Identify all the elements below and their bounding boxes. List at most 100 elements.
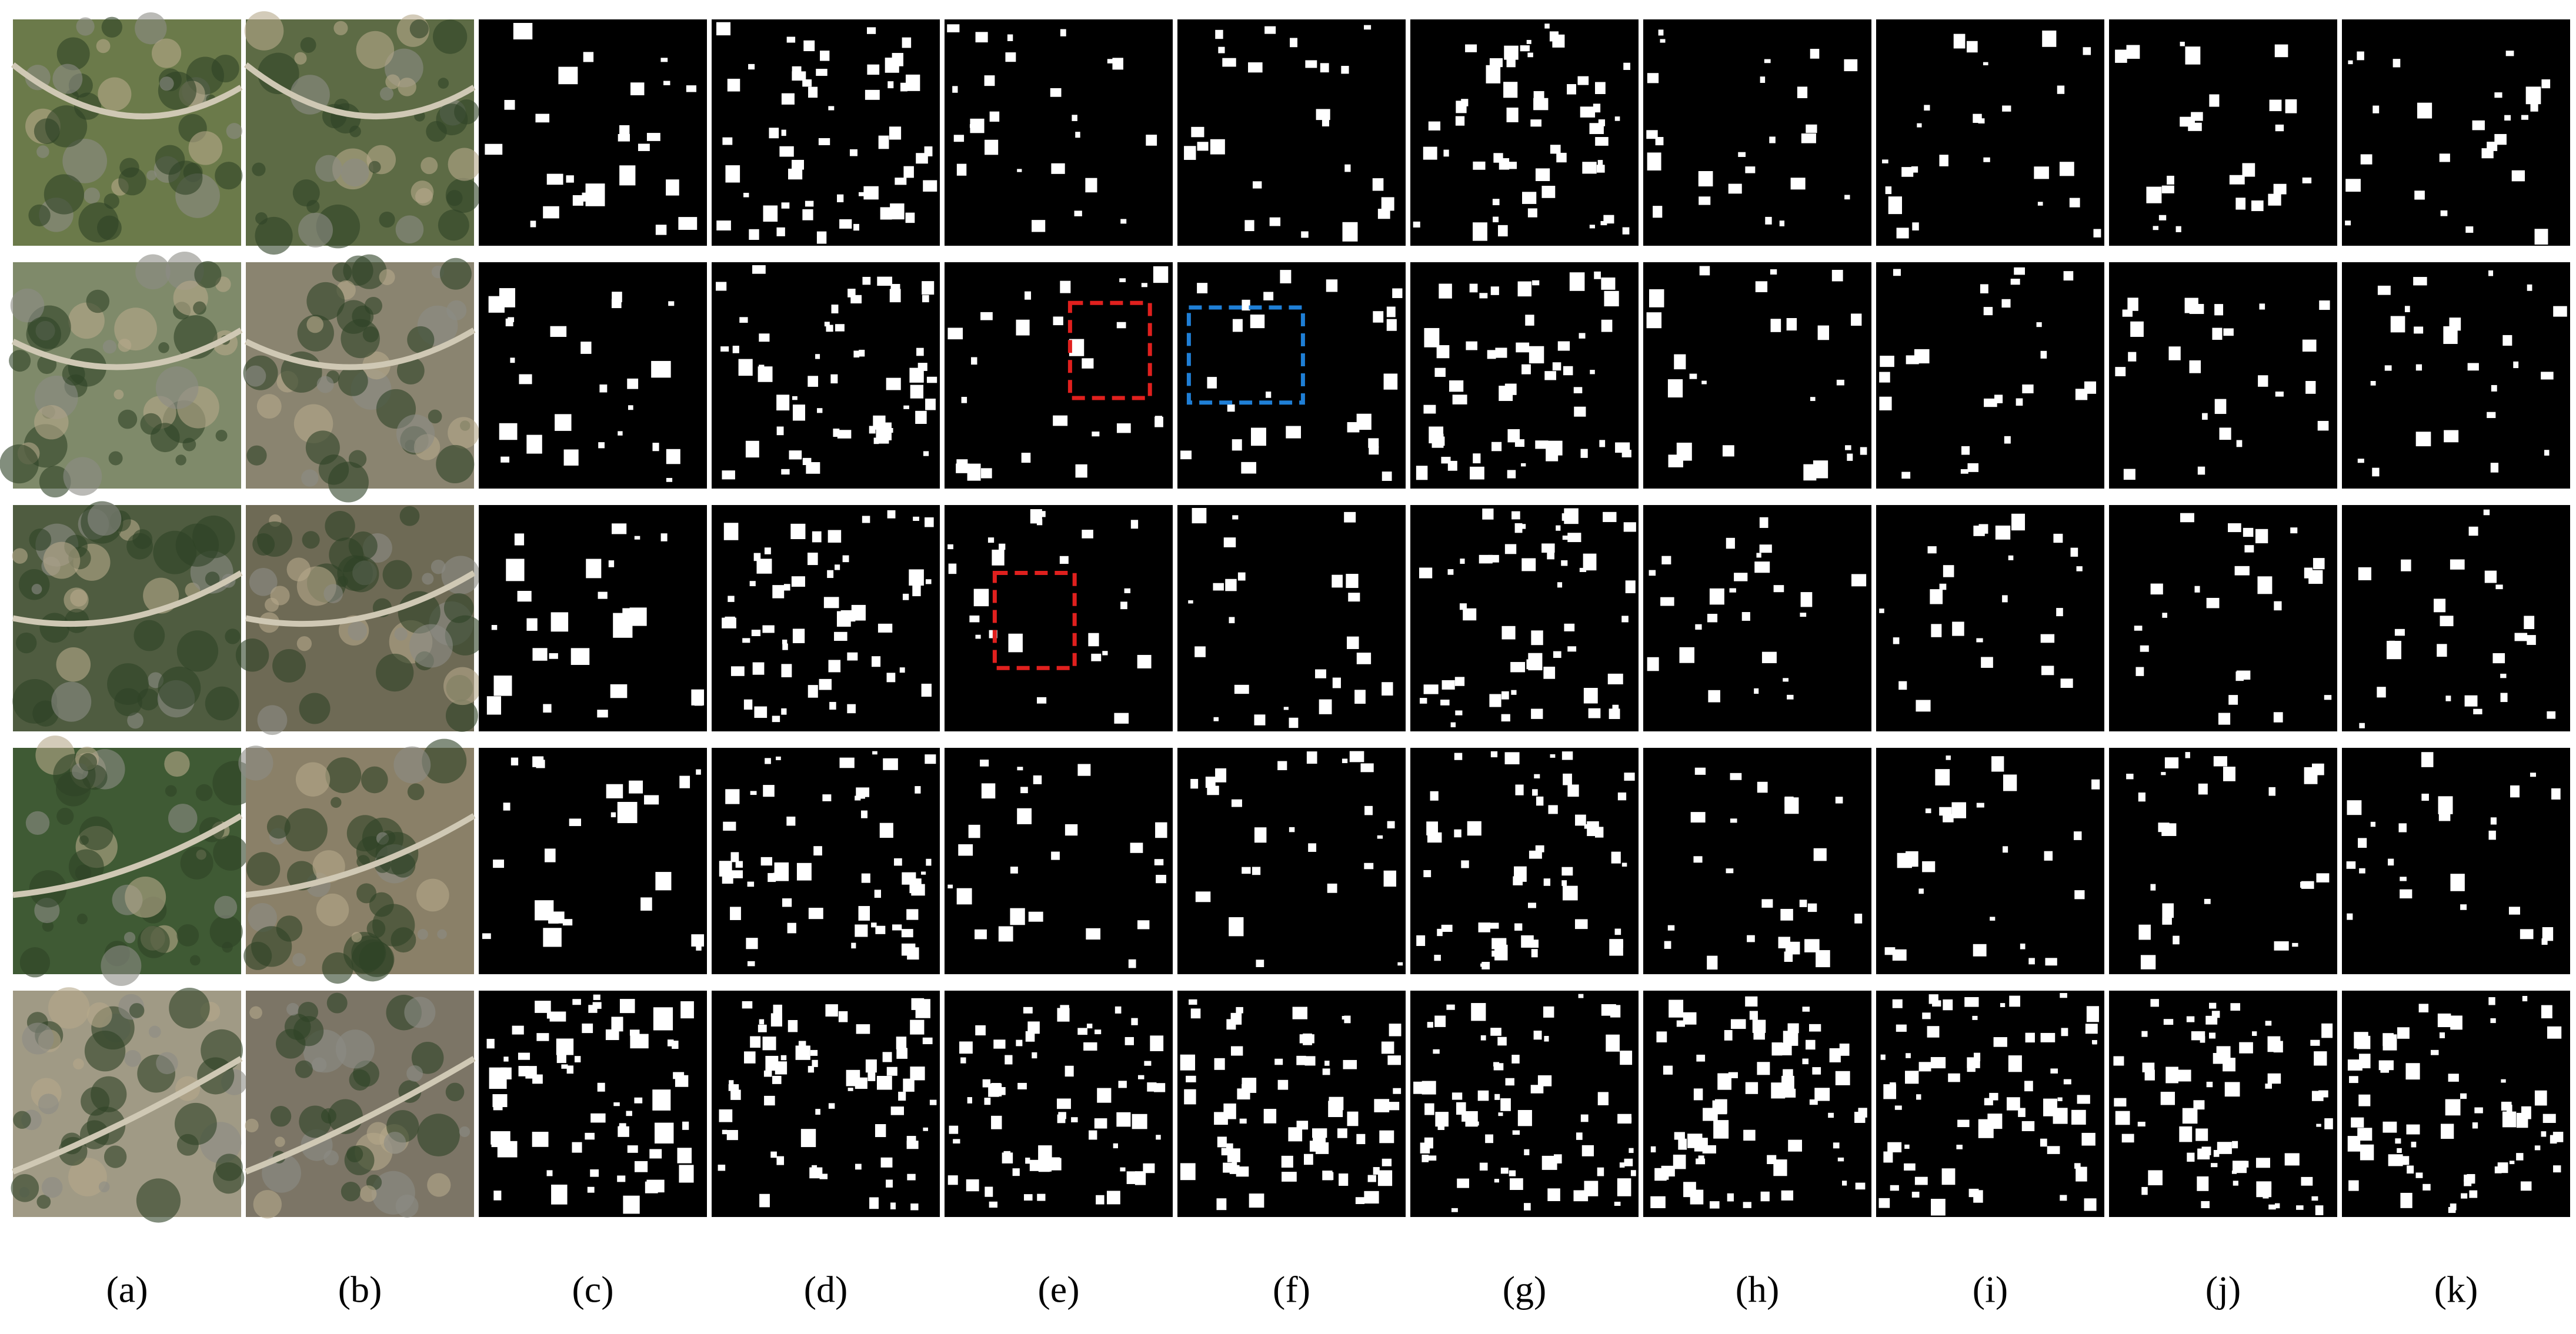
terrain-patch: [73, 1058, 84, 1070]
building-pixel: [822, 794, 832, 801]
building-pixel: [1699, 266, 1710, 276]
building-pixel: [2411, 1141, 2417, 1148]
terrain-patch: [356, 31, 395, 69]
building-pixel: [2544, 450, 2550, 456]
terrain-patch: [194, 260, 222, 288]
change-map: [1177, 19, 1406, 246]
building-pixel: [2044, 851, 2053, 861]
building-pixel: [1130, 520, 1139, 529]
building-pixel: [1660, 39, 1666, 43]
building-pixel: [2358, 567, 2371, 580]
building-pixel: [910, 1203, 919, 1211]
building-pixel: [1511, 690, 1517, 695]
building-pixel: [1498, 1112, 1503, 1116]
building-pixel: [611, 1017, 623, 1032]
building-pixel: [1521, 463, 1526, 467]
building-pixel: [1218, 46, 1225, 54]
change-map: [945, 505, 1173, 731]
building-pixel: [2395, 1138, 2401, 1144]
building-pixel: [862, 516, 870, 523]
building-pixel: [1729, 588, 1736, 593]
building-pixel: [1423, 684, 1439, 694]
building-pixel: [1446, 1004, 1455, 1010]
building-pixel: [722, 137, 733, 145]
terrain-patch: [306, 316, 324, 333]
building-pixel: [2042, 30, 2057, 47]
building-pixel: [1377, 1170, 1393, 1186]
building-pixel: [1489, 58, 1503, 68]
building-pixel: [1694, 767, 1706, 775]
building-pixel: [742, 638, 750, 643]
terrain-patch: [34, 405, 69, 440]
building-pixel: [1647, 657, 1659, 671]
building-pixel: [1667, 379, 1683, 398]
terrain-patch: [295, 762, 331, 797]
building-pixel: [1120, 1167, 1126, 1172]
building-pixel: [2206, 1081, 2213, 1088]
building-pixel: [921, 871, 926, 875]
building-pixel: [2140, 645, 2149, 652]
building-pixel: [1747, 935, 1755, 942]
building-pixel: [2357, 51, 2364, 61]
building-pixel: [915, 999, 930, 1018]
building-pixel: [2445, 696, 2451, 701]
terrain-patch: [18, 569, 50, 600]
terrain-patch: [16, 632, 37, 654]
building-pixel: [1987, 1114, 2003, 1129]
terrain-patch: [416, 878, 449, 912]
terrain-patch: [284, 808, 328, 852]
building-pixel: [2045, 958, 2057, 966]
terrain-patch: [134, 620, 165, 651]
building-pixel: [2040, 634, 2055, 643]
building-pixel: [1514, 923, 1523, 931]
building-pixel: [2273, 183, 2287, 195]
building-pixel: [2255, 1158, 2270, 1168]
building-pixel: [818, 138, 830, 145]
terrain-patch: [79, 835, 89, 845]
building-pixel: [1994, 394, 2003, 403]
building-pixel: [985, 1186, 993, 1197]
building-pixel: [909, 367, 924, 383]
building-pixel: [613, 613, 633, 638]
building-pixel: [1210, 139, 1225, 155]
building-pixel: [2040, 350, 2047, 359]
building-pixel: [2235, 671, 2244, 681]
building-pixel: [1983, 62, 1988, 66]
building-pixel: [915, 410, 927, 424]
building-pixel: [1007, 34, 1013, 41]
building-pixel: [2377, 285, 2391, 295]
building-pixel: [723, 523, 739, 540]
building-pixel: [865, 1059, 877, 1073]
building-pixel: [2217, 1142, 2232, 1154]
building-pixel: [2400, 1192, 2413, 1208]
building-pixel: [1561, 867, 1573, 876]
building-pixel: [549, 934, 558, 942]
building-pixel: [1473, 1121, 1479, 1126]
building-pixel: [763, 205, 778, 222]
building-pixel: [735, 861, 743, 868]
terrain-patch: [22, 1022, 54, 1055]
building-pixel: [903, 405, 909, 409]
change-map: [1410, 505, 1639, 731]
building-pixel: [1517, 281, 1531, 297]
map-background: [1876, 505, 2104, 731]
terrain-patch: [300, 37, 316, 53]
building-pixel: [1948, 1073, 1960, 1082]
building-pixel: [1787, 1023, 1799, 1034]
building-pixel: [2450, 1203, 2457, 1211]
building-pixel: [1552, 362, 1561, 371]
building-pixel: [1703, 1108, 1718, 1121]
building-pixel: [1601, 278, 1616, 290]
building-pixel: [1116, 322, 1126, 329]
building-pixel: [2509, 1161, 2515, 1165]
building-pixel: [2150, 583, 2163, 595]
building-pixel: [1658, 29, 1664, 36]
building-pixel: [1980, 284, 1988, 293]
building-pixel: [2161, 772, 2166, 775]
building-pixel: [1471, 1003, 1486, 1021]
terrain-patch: [76, 913, 88, 925]
building-pixel: [1655, 137, 1664, 146]
building-pixel: [1601, 1004, 1616, 1016]
building-pixel: [1839, 1044, 1850, 1056]
